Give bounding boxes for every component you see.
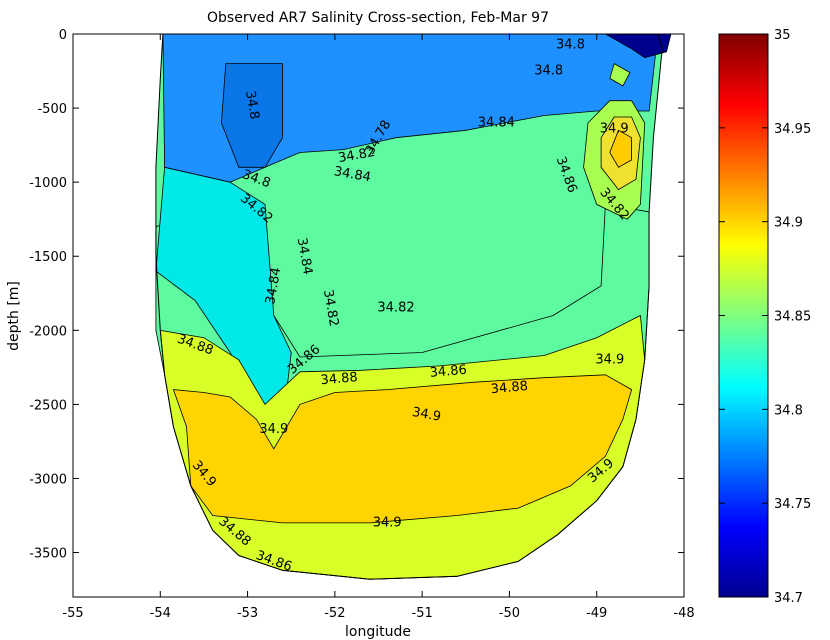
contour-label-1: 34.8 xyxy=(534,64,563,79)
colorbar-tick-label: 34.85 xyxy=(774,310,811,325)
x-tick-label: -50 xyxy=(499,606,520,621)
x-tick-label: -52 xyxy=(324,606,345,621)
contour-label-12: 34.84 xyxy=(294,237,315,276)
colorbar-tick-label: 34.7 xyxy=(774,591,803,606)
contour-region-10 xyxy=(609,63,631,87)
section-fill xyxy=(155,34,672,580)
contour-label-20: 34.88 xyxy=(490,379,528,397)
contour-label-18: 34.88 xyxy=(320,370,358,388)
contour-region-1 xyxy=(220,63,283,168)
contour-label-0: 34.8 xyxy=(556,38,585,53)
colorbar-ticks: 35 34.95 34.9 34.85 34.8 34.75 34.7 xyxy=(719,28,811,606)
colorbar-tick-label: 34.8 xyxy=(774,403,803,418)
contour-label-25: 34.9 xyxy=(373,515,402,530)
contour-label-4: 34.84 xyxy=(478,115,515,130)
colorbar-tick-label: 34.75 xyxy=(774,497,811,512)
y-tick-label: -1500 xyxy=(29,250,67,265)
y-axis: 0 -500 -1000 -1500 -2000 -2500 -3000 -3500 xyxy=(29,28,684,562)
x-tick-label: -54 xyxy=(150,606,171,621)
x-tick-label: -55 xyxy=(62,606,83,621)
x-axis: -55 -54 -53 -52 -51 -50 -49 -48 xyxy=(62,34,695,621)
contour-label-5: 34.9 xyxy=(600,121,629,136)
y-tick-label: 0 xyxy=(59,28,67,43)
colorbar-tick-label: 34.9 xyxy=(774,216,803,231)
y-tick-label: -3000 xyxy=(29,472,67,487)
contour-region-5 xyxy=(172,374,633,524)
x-tick-label: -48 xyxy=(673,606,694,621)
contour-label-19: 34.86 xyxy=(429,363,467,381)
contour-label-7: 34.84 xyxy=(333,164,372,185)
colorbar-tick-label: 35 xyxy=(774,28,791,43)
chart-title: Observed AR7 Salinity Cross-section, Feb… xyxy=(207,10,549,26)
contour-region-8 xyxy=(609,129,632,168)
y-tick-label: -2000 xyxy=(29,324,67,339)
colorbar xyxy=(718,33,769,598)
contour-label-2: 34.8 xyxy=(242,90,262,121)
colorbar-tick-label: 34.95 xyxy=(774,122,811,137)
contour-label-23: 34.9 xyxy=(259,422,288,437)
section-outline-border xyxy=(155,34,663,580)
y-tick-label: -500 xyxy=(37,102,67,117)
x-axis-label: longitude xyxy=(345,624,411,640)
contour-label-14: 34.82 xyxy=(320,288,341,327)
y-tick-label: -3500 xyxy=(29,547,67,562)
contour-region-9 xyxy=(604,34,672,59)
contour-label-21: 34.9 xyxy=(595,352,624,367)
y-tick-label: -1000 xyxy=(29,176,67,191)
x-tick-label: -49 xyxy=(586,606,607,621)
y-tick-label: -2500 xyxy=(29,398,67,413)
contour-label-13: 34.84 xyxy=(263,266,284,305)
contour-label-15: 34.82 xyxy=(377,301,414,316)
contour-label-22: 34.9 xyxy=(411,405,442,425)
x-tick-label: -53 xyxy=(237,606,258,621)
y-axis-label: depth [m] xyxy=(6,281,22,351)
contour-label-6: 34.82 xyxy=(337,145,376,166)
x-tick-label: -51 xyxy=(412,606,433,621)
